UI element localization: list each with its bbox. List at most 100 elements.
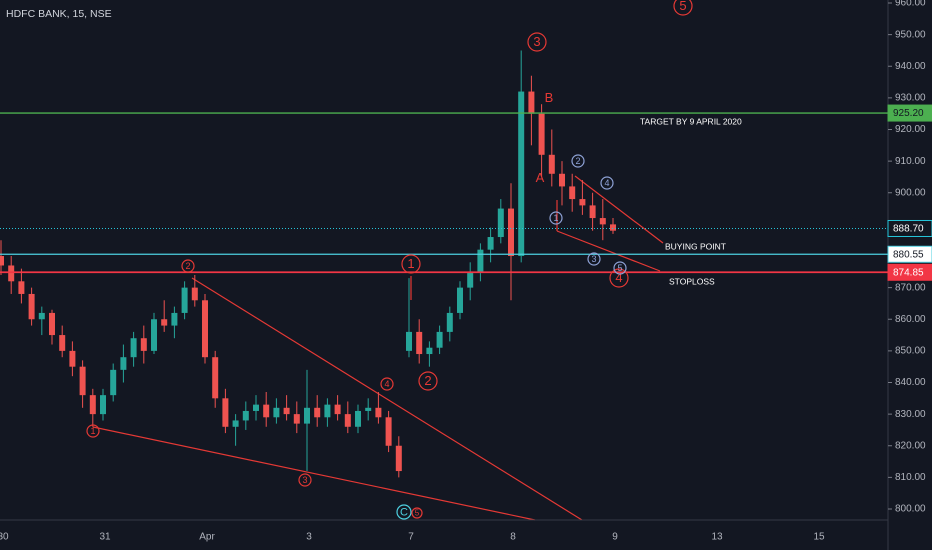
wave-circle <box>411 507 423 519</box>
candle-body <box>69 350 76 367</box>
annotation: STOPLOSS <box>669 276 715 286</box>
y-tick-label: 820.00 <box>895 440 926 451</box>
candle-body <box>406 331 412 351</box>
candle-body <box>365 407 372 411</box>
x-tick-label: 3 <box>306 532 312 543</box>
price-tag <box>887 104 932 122</box>
trend-line <box>191 277 583 521</box>
annotation: BUYING POINT <box>665 241 726 251</box>
wave-label: 4 <box>384 379 389 389</box>
y-tick-label: 940.00 <box>895 61 926 72</box>
price-tag-label: 874.85 <box>893 267 924 278</box>
wave-circle <box>613 261 627 275</box>
candle-body <box>222 398 229 427</box>
candle-body <box>161 319 168 326</box>
wave-circle <box>181 259 195 273</box>
wave-label: 5 <box>679 0 686 13</box>
candle-body <box>324 404 331 418</box>
candle-body <box>28 293 35 320</box>
candle-body <box>385 417 392 446</box>
wave-circle <box>600 176 614 190</box>
price-tag <box>887 219 932 237</box>
candle-body <box>497 208 504 238</box>
y-tick-label: 860.00 <box>895 314 926 325</box>
wave-label: 4 <box>615 270 622 285</box>
trend-line <box>92 426 536 521</box>
candle-body <box>344 414 351 427</box>
y-tick-label: 960.00 <box>895 0 926 9</box>
wave-label: 2 <box>424 373 431 388</box>
wave-label: C <box>400 506 408 518</box>
candle-body <box>334 404 341 415</box>
candle-body <box>477 249 484 272</box>
y-tick-label: 910.00 <box>895 156 926 167</box>
candle-body <box>293 414 300 424</box>
candle-body <box>579 199 586 206</box>
wave-circle <box>609 268 629 288</box>
wave-label: 1 <box>90 426 95 436</box>
wave-label: B <box>545 90 554 105</box>
candle-body <box>100 395 106 415</box>
candle-body <box>426 347 433 355</box>
annotation: TARGET BY 9 APRIL 2020 <box>640 116 742 126</box>
candle-body <box>487 237 494 250</box>
wave-label: 3 <box>591 254 596 264</box>
candle-body <box>151 319 157 351</box>
wave-label: 1 <box>553 213 558 223</box>
wave-label: 5 <box>617 263 622 273</box>
candle-body <box>89 395 96 415</box>
y-tick-label: 950.00 <box>895 29 926 40</box>
wave-label: 2 <box>185 261 190 271</box>
candle-body <box>273 407 280 418</box>
wave-label: 3 <box>533 34 540 49</box>
candle-body <box>120 357 127 370</box>
candle-body <box>518 91 525 256</box>
candle-body <box>0 256 4 266</box>
wave-circle <box>571 154 585 168</box>
price-tag-label: 925.20 <box>893 108 924 119</box>
candle-body <box>181 287 188 313</box>
candle-body <box>140 338 147 351</box>
candle-body <box>314 407 321 418</box>
candle-body <box>242 410 249 421</box>
candle-body <box>538 113 545 155</box>
x-tick-label: 15 <box>813 532 825 543</box>
wave-circle <box>673 0 693 16</box>
candle-body <box>548 154 555 174</box>
candle-body <box>263 404 270 418</box>
candle-body <box>457 287 463 313</box>
wave-circle <box>527 32 547 52</box>
wave-label: 1 <box>407 256 414 271</box>
candle-body <box>171 312 178 326</box>
candle-body <box>395 445 402 472</box>
x-tick-label: Apr <box>199 532 215 543</box>
candle-body <box>467 271 474 288</box>
candle-body <box>589 205 596 219</box>
candle-body <box>202 300 208 358</box>
candle-body <box>49 312 55 336</box>
y-tick-label: 930.00 <box>895 93 926 104</box>
chart-title: HDFC BANK, 15, NSE <box>6 8 112 20</box>
candle-body <box>130 338 137 358</box>
candle-body <box>436 331 443 348</box>
y-tick-label: 810.00 <box>895 472 926 483</box>
y-tick-label: 920.00 <box>895 124 926 135</box>
candle-body <box>416 331 423 355</box>
candle-body <box>191 287 198 301</box>
candle-body <box>569 186 576 200</box>
wave-circle <box>401 254 421 274</box>
candle-body <box>559 173 565 187</box>
wave-circle <box>549 211 563 225</box>
candle-body <box>110 369 117 396</box>
wave-label: 3 <box>302 475 307 485</box>
trend-line <box>556 230 661 272</box>
x-tick-label: 8 <box>510 532 516 543</box>
candle-body <box>18 281 25 294</box>
candle-body <box>610 224 616 231</box>
price-tag-label: 888.70 <box>893 224 924 235</box>
candle-body <box>212 357 219 399</box>
wave-label: 5 <box>415 509 420 518</box>
x-tick-label: 13 <box>711 532 723 543</box>
